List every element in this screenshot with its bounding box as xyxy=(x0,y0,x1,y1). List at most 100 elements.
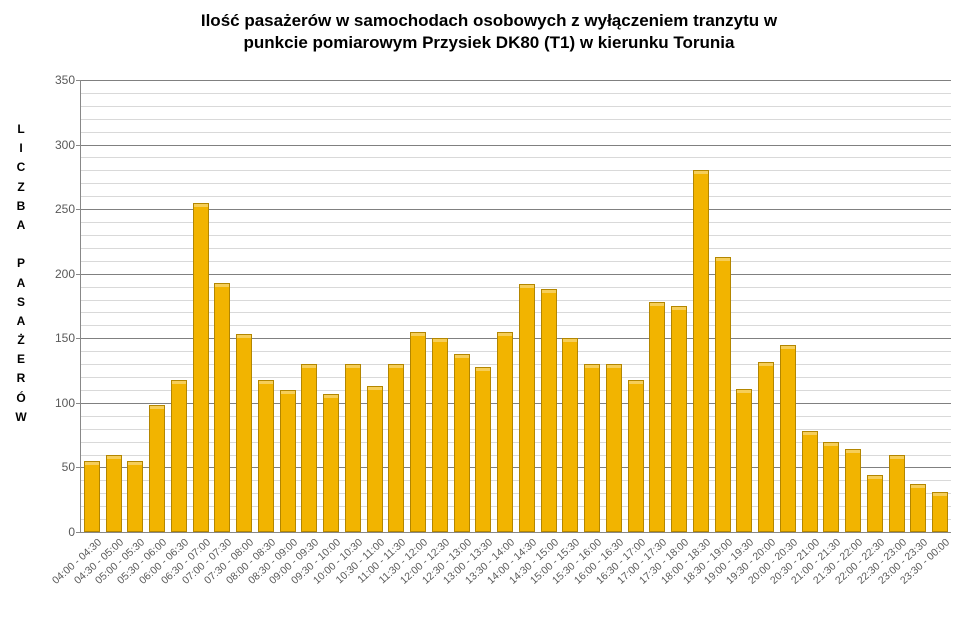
y-axis-label-char: A xyxy=(14,216,28,235)
bar-slot: 05:00 - 05:30 xyxy=(125,80,147,532)
bar-slot: 08:00 - 08:30 xyxy=(255,80,277,532)
bar xyxy=(562,338,578,532)
bar xyxy=(889,455,905,532)
bar xyxy=(301,364,317,532)
bar xyxy=(845,449,861,532)
bar xyxy=(541,289,557,532)
bar xyxy=(584,364,600,532)
bar-slot: 17:30 - 18:00 xyxy=(668,80,690,532)
bar-slot: 23:30 - 00:00 xyxy=(929,80,951,532)
bar-slot: 13:00 - 13:30 xyxy=(473,80,495,532)
bar-slot: 10:00 - 10:30 xyxy=(342,80,364,532)
bar xyxy=(802,431,818,532)
bar-slot: 18:00 - 18:30 xyxy=(690,80,712,532)
bar xyxy=(258,380,274,532)
bar-slot: 20:30 - 21:00 xyxy=(799,80,821,532)
y-tick-mark xyxy=(76,467,81,468)
y-axis-label-char: Z xyxy=(14,178,28,197)
bar xyxy=(367,386,383,532)
bar xyxy=(236,334,252,532)
y-axis-label-char: S xyxy=(14,293,28,312)
bar xyxy=(780,345,796,532)
bar-slot: 22:30 - 23:00 xyxy=(886,80,908,532)
bar-slot: 08:30 - 09:00 xyxy=(277,80,299,532)
bar xyxy=(345,364,361,532)
bar xyxy=(649,302,665,532)
y-tick-mark xyxy=(76,532,81,533)
bar xyxy=(84,461,100,532)
bar xyxy=(149,405,165,532)
y-axis-label-char: E xyxy=(14,350,28,369)
y-tick-mark xyxy=(76,403,81,404)
bar-slot: 12:30 - 13:00 xyxy=(451,80,473,532)
bar-slot: 09:30 - 10:00 xyxy=(320,80,342,532)
bar-slot: 12:00 - 12:30 xyxy=(429,80,451,532)
plot-area: 04:00 - 04:3004:30 - 05:0005:00 - 05:300… xyxy=(80,80,951,533)
bar-slot: 15:30 - 16:00 xyxy=(581,80,603,532)
bar-slot: 21:00 - 21:30 xyxy=(821,80,843,532)
bar xyxy=(193,203,209,532)
y-axis-label: LICZBA PASAŻERÓW xyxy=(14,120,28,427)
chart-title-line1: Ilość pasażerów w samochodach osobowych … xyxy=(201,11,777,30)
y-tick-mark xyxy=(76,80,81,81)
bar xyxy=(497,332,513,532)
bar-slot: 11:00 - 11:30 xyxy=(386,80,408,532)
y-axis-label-char: C xyxy=(14,158,28,177)
bar-slot: 18:30 - 19:00 xyxy=(712,80,734,532)
bar xyxy=(106,455,122,532)
bar xyxy=(758,362,774,532)
y-axis-label-char: R xyxy=(14,369,28,388)
bar xyxy=(628,380,644,532)
bar xyxy=(410,332,426,532)
y-tick-mark xyxy=(76,338,81,339)
bar-slot: 04:00 - 04:30 xyxy=(81,80,103,532)
y-axis-label-char: L xyxy=(14,120,28,139)
bar xyxy=(823,442,839,532)
y-axis-label-char: W xyxy=(14,408,28,427)
bar-slot: 22:00 - 22:30 xyxy=(864,80,886,532)
bar xyxy=(388,364,404,532)
bar-slot: 14:00 - 14:30 xyxy=(516,80,538,532)
bar xyxy=(171,380,187,532)
bar-slot: 07:30 - 08:00 xyxy=(233,80,255,532)
bar xyxy=(910,484,926,532)
y-axis-label-char: B xyxy=(14,197,28,216)
bar-slot: 16:00 - 16:30 xyxy=(603,80,625,532)
bar xyxy=(715,257,731,532)
chart-container: Ilość pasażerów w samochodach osobowych … xyxy=(0,0,978,640)
chart-title: Ilość pasażerów w samochodach osobowych … xyxy=(0,10,978,54)
bar xyxy=(432,338,448,532)
bar-slot: 19:00 - 19:30 xyxy=(734,80,756,532)
bar xyxy=(932,492,948,532)
y-axis-label-char: I xyxy=(14,139,28,158)
bars-group: 04:00 - 04:3004:30 - 05:0005:00 - 05:300… xyxy=(81,80,951,532)
bar xyxy=(323,394,339,532)
bar-slot: 14:30 - 15:00 xyxy=(538,80,560,532)
bar xyxy=(214,283,230,532)
y-tick-mark xyxy=(76,209,81,210)
bar-slot: 16:30 - 17:00 xyxy=(625,80,647,532)
bar xyxy=(693,170,709,532)
bar-slot: 05:30 - 06:00 xyxy=(146,80,168,532)
bar-slot: 06:00 - 06:30 xyxy=(168,80,190,532)
y-axis-label-char xyxy=(14,235,28,254)
bar xyxy=(867,475,883,532)
bar xyxy=(671,306,687,532)
bar-slot: 07:00 - 07:30 xyxy=(212,80,234,532)
bar xyxy=(475,367,491,532)
bar-slot: 09:00 - 09:30 xyxy=(299,80,321,532)
bar-slot: 21:30 - 22:00 xyxy=(842,80,864,532)
y-axis-label-char: Ó xyxy=(14,389,28,408)
y-axis-label-char: A xyxy=(14,274,28,293)
bar-slot: 04:30 - 05:00 xyxy=(103,80,125,532)
bar-slot: 17:00 - 17:30 xyxy=(647,80,669,532)
bar-slot: 10:30 - 11:00 xyxy=(364,80,386,532)
bar xyxy=(454,354,470,532)
bar-slot: 23:00 - 23:30 xyxy=(908,80,930,532)
bar xyxy=(606,364,622,532)
bar-slot: 06:30 - 07:00 xyxy=(190,80,212,532)
bar xyxy=(736,389,752,532)
bar xyxy=(127,461,143,532)
y-axis-label-char: Ż xyxy=(14,331,28,350)
bar-slot: 13:30 - 14:00 xyxy=(494,80,516,532)
